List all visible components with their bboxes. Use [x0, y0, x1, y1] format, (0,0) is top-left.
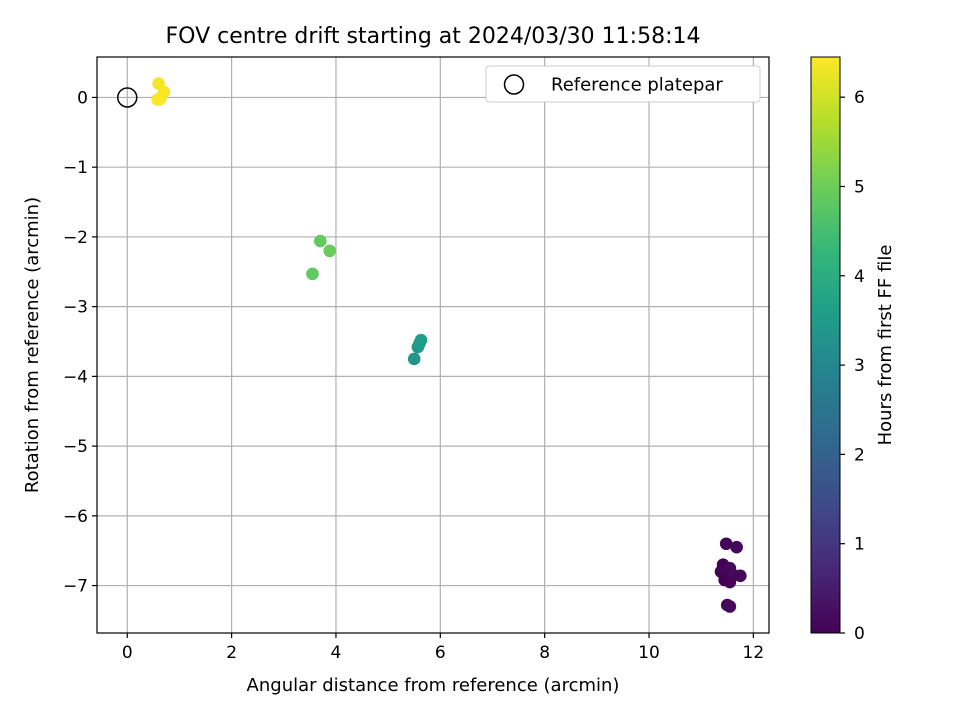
plot-frame [96, 56, 770, 634]
grid-lines [97, 57, 769, 633]
y-tick-label: −5 [63, 437, 88, 457]
colorbar-tick-label: 1 [854, 535, 865, 555]
data-point [730, 540, 743, 554]
x-tick-label: 8 [539, 643, 550, 663]
data-point [734, 569, 747, 583]
y-tick-label: −3 [63, 298, 88, 318]
x-tick-label: 4 [331, 643, 342, 663]
colorbar-tick-label: 3 [854, 356, 865, 376]
data-point [414, 333, 428, 347]
legend: Reference platepar [485, 65, 761, 103]
y-tick-label: 0 [77, 88, 88, 108]
y-tick-label: −7 [63, 577, 88, 597]
legend-marker-icon [503, 74, 525, 95]
data-point [314, 234, 327, 248]
colorbar-label: Hours from first FF file [875, 245, 896, 446]
y-axis-ticks: 0 −1 −2 −3 −4 −5 −6 −7 [63, 88, 97, 597]
legend-entry-reference-platepar: Reference platepar [551, 75, 723, 96]
colorbar-tick-label: 2 [854, 445, 865, 465]
x-tick-label: 6 [435, 643, 446, 663]
chart-title: FOV centre drift starting at 2024/03/30 … [166, 24, 701, 49]
x-axis-ticks: 0 2 4 6 8 10 12 [122, 633, 764, 663]
data-point [723, 575, 737, 589]
y-axis-label: Rotation from reference (arcmin) [22, 197, 43, 493]
y-tick-label: −2 [63, 228, 88, 248]
legend-box [485, 65, 761, 103]
x-tick-label: 12 [743, 643, 765, 663]
x-axis-label: Angular distance from reference (arcmin) [247, 675, 620, 696]
data-point [407, 352, 421, 366]
data-point [151, 93, 164, 106]
x-tick-label: 0 [122, 643, 133, 663]
colorbar-tick-label: 0 [854, 624, 865, 644]
data-point [719, 537, 733, 551]
data-point [306, 267, 319, 281]
y-tick-label: −1 [63, 158, 88, 178]
y-tick-label: −6 [63, 507, 88, 527]
y-tick-label: −4 [63, 367, 88, 387]
data-point [323, 244, 336, 258]
data-point [723, 600, 737, 613]
colorbar [810, 56, 841, 634]
reference-platepar-marker [117, 87, 138, 108]
data-points [151, 77, 747, 613]
colorbar-tick-label: 4 [854, 267, 865, 287]
x-tick-label: 2 [226, 643, 237, 663]
colorbar-tick-label: 6 [854, 88, 865, 108]
x-tick-label: 10 [638, 643, 660, 663]
colorbar-ticks: 0 1 2 3 4 5 6 [840, 88, 865, 644]
colorbar-tick-label: 5 [854, 177, 865, 197]
